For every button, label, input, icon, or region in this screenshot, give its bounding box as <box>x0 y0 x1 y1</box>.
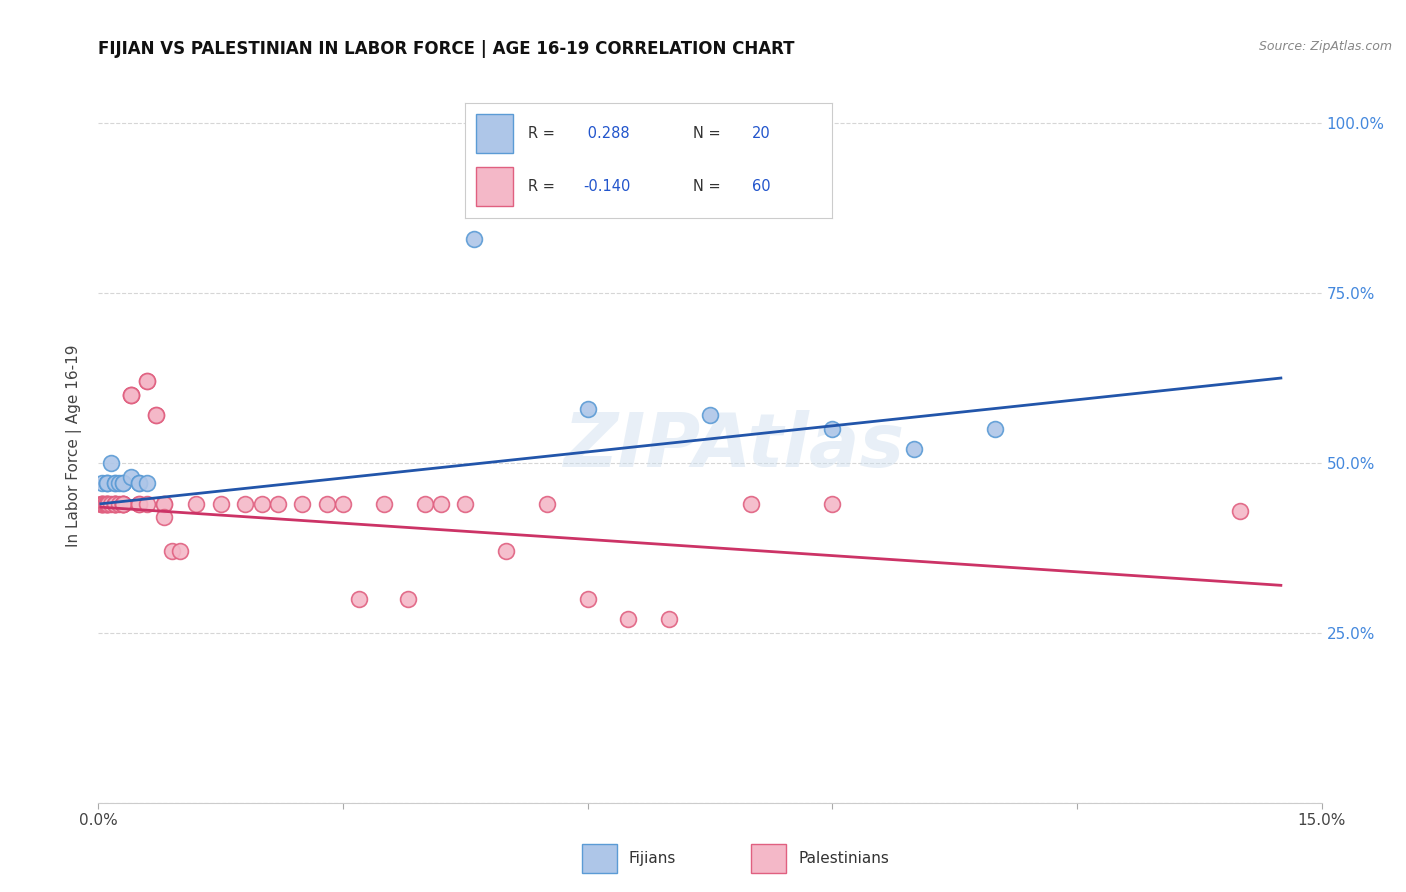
FancyBboxPatch shape <box>751 844 786 873</box>
Point <box>250 497 273 511</box>
FancyBboxPatch shape <box>582 844 617 873</box>
Point <box>233 497 256 511</box>
Point <box>209 497 232 511</box>
Point <box>145 409 167 423</box>
Point <box>128 497 150 511</box>
Point <box>120 388 142 402</box>
Point <box>984 422 1007 436</box>
Point <box>97 497 120 511</box>
Point <box>658 612 681 626</box>
Point <box>128 476 150 491</box>
Text: Fijians: Fijians <box>628 851 676 866</box>
Point <box>108 497 131 511</box>
Point <box>128 497 150 511</box>
Point <box>120 388 142 402</box>
Point <box>740 497 762 511</box>
Point <box>495 544 517 558</box>
Point <box>396 591 419 606</box>
Point <box>291 497 314 511</box>
Point <box>169 544 191 558</box>
Point <box>821 497 844 511</box>
Point <box>152 497 174 511</box>
Point <box>536 497 558 511</box>
Point <box>100 497 122 511</box>
Point <box>349 591 371 606</box>
Point <box>91 476 114 491</box>
Point <box>315 497 337 511</box>
Point <box>120 388 142 402</box>
Point <box>576 401 599 416</box>
Point <box>617 612 640 626</box>
Point <box>413 497 436 511</box>
Point <box>104 497 127 511</box>
Point <box>90 497 112 511</box>
Point <box>111 497 134 511</box>
Point <box>821 422 844 436</box>
Point <box>104 497 127 511</box>
Text: Source: ZipAtlas.com: Source: ZipAtlas.com <box>1258 40 1392 54</box>
Point <box>111 497 134 511</box>
Point <box>96 476 118 491</box>
Point <box>136 375 159 389</box>
Point <box>111 497 134 511</box>
Point <box>128 476 150 491</box>
Point <box>104 497 127 511</box>
Point <box>91 497 114 511</box>
Point <box>111 497 134 511</box>
Point <box>96 476 118 491</box>
Point <box>111 497 134 511</box>
Point <box>104 497 127 511</box>
Point <box>903 442 925 457</box>
Point <box>120 469 142 483</box>
Point <box>454 497 477 511</box>
Point <box>145 409 167 423</box>
Point <box>104 497 127 511</box>
Point <box>1229 503 1251 517</box>
Point <box>96 497 118 511</box>
Point <box>111 476 134 491</box>
Point <box>430 497 453 511</box>
Point <box>160 544 183 558</box>
Point <box>267 497 290 511</box>
Point <box>699 409 721 423</box>
Point <box>96 476 118 491</box>
Point <box>152 510 174 524</box>
Point <box>96 497 118 511</box>
Point <box>96 497 118 511</box>
Text: Palestinians: Palestinians <box>799 851 889 866</box>
Point <box>100 456 122 470</box>
Point <box>576 591 599 606</box>
Point <box>104 476 127 491</box>
Point <box>332 497 354 511</box>
Point <box>463 232 485 246</box>
Text: FIJIAN VS PALESTINIAN IN LABOR FORCE | AGE 16-19 CORRELATION CHART: FIJIAN VS PALESTINIAN IN LABOR FORCE | A… <box>98 40 794 58</box>
Point <box>186 497 208 511</box>
Point <box>91 497 114 511</box>
Point <box>90 497 112 511</box>
Y-axis label: In Labor Force | Age 16-19: In Labor Force | Age 16-19 <box>66 344 83 548</box>
Point <box>136 497 159 511</box>
Point <box>108 476 131 491</box>
Point <box>136 375 159 389</box>
Point <box>96 497 118 511</box>
Point <box>136 476 159 491</box>
Point <box>152 497 174 511</box>
Point <box>94 497 117 511</box>
Point <box>373 497 395 511</box>
Text: ZIPAtlas: ZIPAtlas <box>564 409 905 483</box>
Point <box>104 476 127 491</box>
Point <box>91 497 114 511</box>
Point <box>111 476 134 491</box>
